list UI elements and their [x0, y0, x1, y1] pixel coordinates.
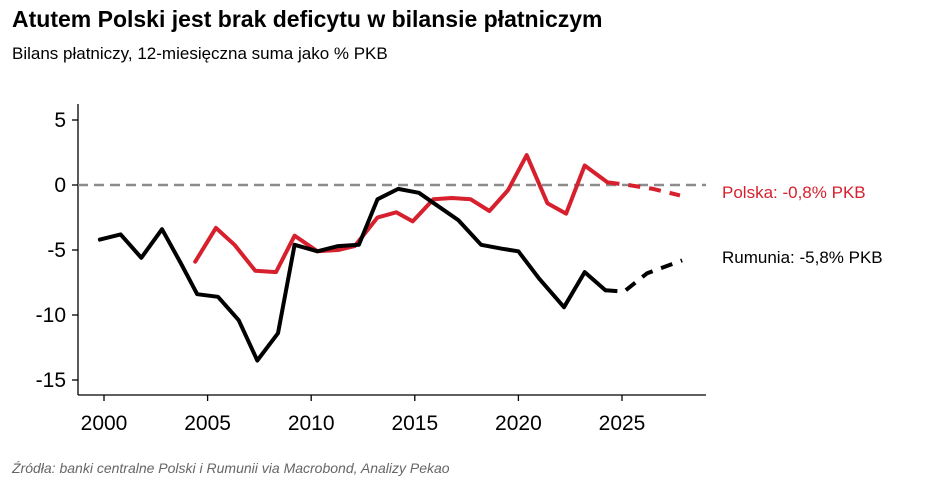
x-tick-label: 2010	[288, 412, 335, 435]
x-tick-label: 2015	[391, 412, 438, 435]
x-tick-label: 2000	[81, 412, 128, 435]
x-tick-label: 2020	[495, 412, 542, 435]
y-tick-label: -10	[36, 304, 66, 327]
y-tick-label: -5	[47, 239, 66, 262]
polska-end-label: Polska: -0,8% PKB	[722, 183, 866, 202]
rumunia-end-label: Rumunia: -5,8% PKB	[722, 248, 883, 267]
y-tick-label: 0	[54, 174, 66, 197]
y-axis-ticks: 5 0 -5 -10 -15	[36, 109, 78, 392]
x-axis-ticks: 2000 2005 2010 2015 2020 2025	[81, 395, 646, 435]
line-chart: 5 0 -5 -10 -15 2000 2005 2010 2015 2020 2025 Pols…	[36, 104, 883, 435]
chart-title: Atutem Polski jest brak deficytu w bilan…	[12, 6, 603, 32]
y-tick-label: 5	[54, 109, 66, 132]
series-end-labels: Polska: -0,8% PKB Rumunia: -5,8% PKB	[722, 183, 883, 267]
source-note: Źródła: banki centralne Polski i Rumunii…	[12, 460, 450, 476]
polska-forecast-line	[607, 180, 681, 198]
polska-series-line	[193, 153, 610, 275]
x-tick-label: 2025	[599, 412, 646, 435]
rumunia-series-line	[97, 186, 608, 363]
x-tick-label: 2005	[184, 412, 231, 435]
y-tick-label: -15	[36, 369, 66, 392]
chart-subtitle: Bilans płatniczy, 12-miesięczna suma jak…	[12, 44, 388, 63]
series-lines	[97, 153, 683, 363]
rumunia-forecast-line	[605, 258, 683, 294]
